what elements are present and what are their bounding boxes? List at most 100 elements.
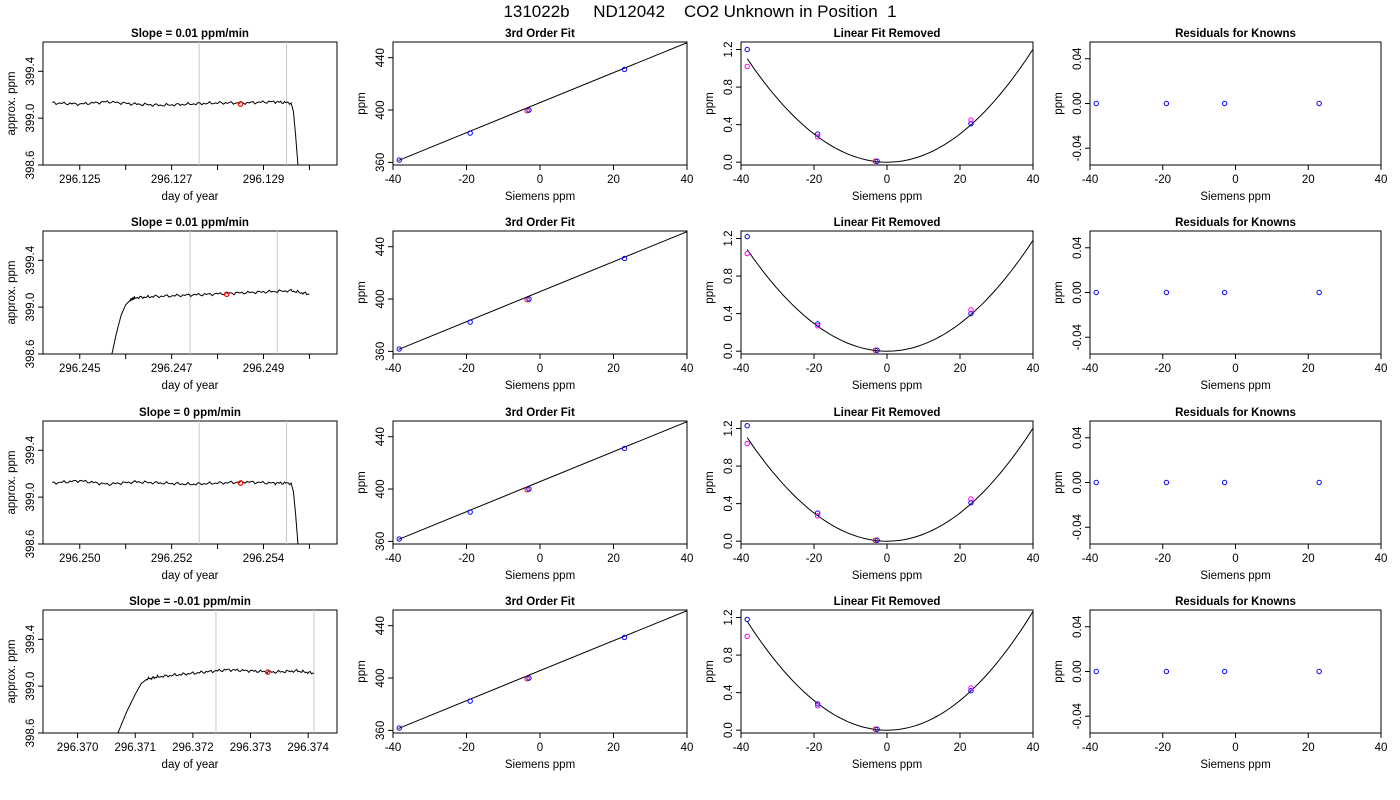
y-tick-label: 360 xyxy=(375,153,387,172)
x-tick-label: 0 xyxy=(884,553,890,565)
data-point xyxy=(1163,479,1170,486)
data-point xyxy=(872,158,879,164)
average-marker xyxy=(237,101,244,107)
data-point xyxy=(1093,479,1099,486)
x-tick-label: 40 xyxy=(1375,742,1388,754)
plot-area xyxy=(111,231,310,354)
panel-title: Linear Fit Removed xyxy=(834,596,941,608)
x-tick-label: 40 xyxy=(681,742,694,754)
x-tick-label: 0 xyxy=(537,363,543,375)
y-tick-label: 400 xyxy=(375,289,387,308)
data-point xyxy=(744,46,750,53)
data-point xyxy=(814,701,821,707)
y-tick-label: 399.4 xyxy=(25,56,37,85)
y-tick-label: 0.8 xyxy=(723,458,735,474)
x-tick-label: 296.371 xyxy=(114,742,156,754)
y-tick-label: 399.0 xyxy=(25,104,37,133)
x-tick-label: 20 xyxy=(954,363,967,375)
plot-frame xyxy=(42,609,338,734)
fit-line xyxy=(398,421,687,540)
x-tick-label: 20 xyxy=(1302,363,1315,375)
data-point xyxy=(744,440,750,447)
y-tick-label: 398.6 xyxy=(25,719,37,748)
data-point xyxy=(621,445,628,452)
panel-title: Linear Fit Removed xyxy=(834,28,941,40)
y-tick-label: 0.8 xyxy=(723,647,735,663)
data-point xyxy=(467,698,473,704)
x-tick-label: 20 xyxy=(954,742,967,754)
y-tick-label: 0.00 xyxy=(1072,281,1084,303)
data-point xyxy=(467,319,473,325)
x-tick-label: -40 xyxy=(1082,742,1099,754)
x-tick-label: 0 xyxy=(537,553,543,565)
y-axis-label: ppm xyxy=(1053,660,1065,682)
panel-title: 3rd Order Fit xyxy=(505,217,575,229)
data-point xyxy=(874,347,880,353)
x-tick-label: 0 xyxy=(1232,363,1238,375)
x-tick-label: 0 xyxy=(1232,553,1238,565)
y-tick-label: 0.0 xyxy=(723,343,735,359)
data-point xyxy=(621,634,628,641)
x-tick-label: -40 xyxy=(385,174,402,186)
y-axis-label: ppm xyxy=(356,660,368,682)
y-tick-label: 399.4 xyxy=(25,435,37,464)
y-tick-label: 440 xyxy=(375,427,387,446)
x-axis-label: Siemens ppm xyxy=(852,380,922,392)
data-point xyxy=(467,130,473,136)
panel-residuals-row4: Residuals for Knowns -40 -20 0 20 40 -0.04 0.00… xyxy=(1053,596,1387,771)
y-tick-label: 398.6 xyxy=(25,151,37,180)
y-tick-label: -0.04 xyxy=(1072,703,1084,730)
fit-line xyxy=(398,231,687,350)
y-tick-label: 0.00 xyxy=(1072,92,1084,114)
data-point xyxy=(744,633,750,639)
x-tick-label: -20 xyxy=(458,174,475,186)
panel-linear-removed-row2: Linear Fit Removed -40 -20 0 20 40 0.0 0.4 0.8 1.… xyxy=(704,217,1039,392)
x-tick-label: -20 xyxy=(1154,363,1171,375)
data-point xyxy=(1316,289,1322,296)
panel-fit-row3: 3rd Order Fit -40 -20 0 20 40 360 400 440 Siemens… xyxy=(356,407,693,582)
x-tick-label: -20 xyxy=(806,742,823,754)
data-point xyxy=(814,323,821,329)
x-tick-label: 0 xyxy=(1232,742,1238,754)
y-axis-label: approx. ppm xyxy=(6,72,18,136)
panel-linear-removed-row4: Linear Fit Removed -40 -20 0 20 40 0.0 0.4 0.8 1.… xyxy=(704,596,1039,771)
x-tick-label: 40 xyxy=(681,363,694,375)
data-point xyxy=(814,134,821,140)
x-tick-label: -40 xyxy=(733,174,750,186)
x-axis-label: Siemens ppm xyxy=(1200,191,1270,203)
x-axis-label: Siemens ppm xyxy=(505,191,575,203)
y-tick-label: 399.0 xyxy=(25,483,37,512)
x-axis-label: Siemens ppm xyxy=(505,759,575,771)
data-point xyxy=(744,422,750,429)
y-axis-label: ppm xyxy=(704,471,716,493)
data-point xyxy=(1093,668,1099,675)
data-trace xyxy=(117,668,314,733)
data-point xyxy=(396,346,402,352)
plot-frame xyxy=(42,41,338,166)
x-tick-label: -20 xyxy=(1154,553,1171,565)
panel-title: Linear Fit Removed xyxy=(834,217,941,229)
plot-area xyxy=(52,42,299,165)
plot-frame xyxy=(42,420,338,545)
y-tick-label: 440 xyxy=(375,237,387,256)
y-tick-label: 0.4 xyxy=(723,116,735,133)
x-tick-label: 0 xyxy=(537,174,543,186)
data-point xyxy=(1221,668,1228,675)
average-marker xyxy=(223,291,230,298)
x-tick-label: 40 xyxy=(1027,553,1040,565)
x-tick-label: 40 xyxy=(1375,363,1388,375)
data-point xyxy=(874,537,880,543)
panel-title: Residuals for Knowns xyxy=(1175,28,1296,40)
data-point xyxy=(968,685,974,691)
data-point xyxy=(621,255,628,262)
x-axis-label: Siemens ppm xyxy=(852,191,922,203)
x-tick-label: 296.252 xyxy=(151,553,193,565)
data-point xyxy=(1163,100,1170,107)
x-axis-label: day of year xyxy=(162,380,219,392)
x-tick-label: 0 xyxy=(884,363,890,375)
y-tick-label: 360 xyxy=(375,342,387,361)
x-tick-label: 296.370 xyxy=(57,742,99,754)
data-point xyxy=(1221,289,1228,296)
plot-area xyxy=(744,46,1033,164)
y-tick-label: 400 xyxy=(375,668,387,687)
